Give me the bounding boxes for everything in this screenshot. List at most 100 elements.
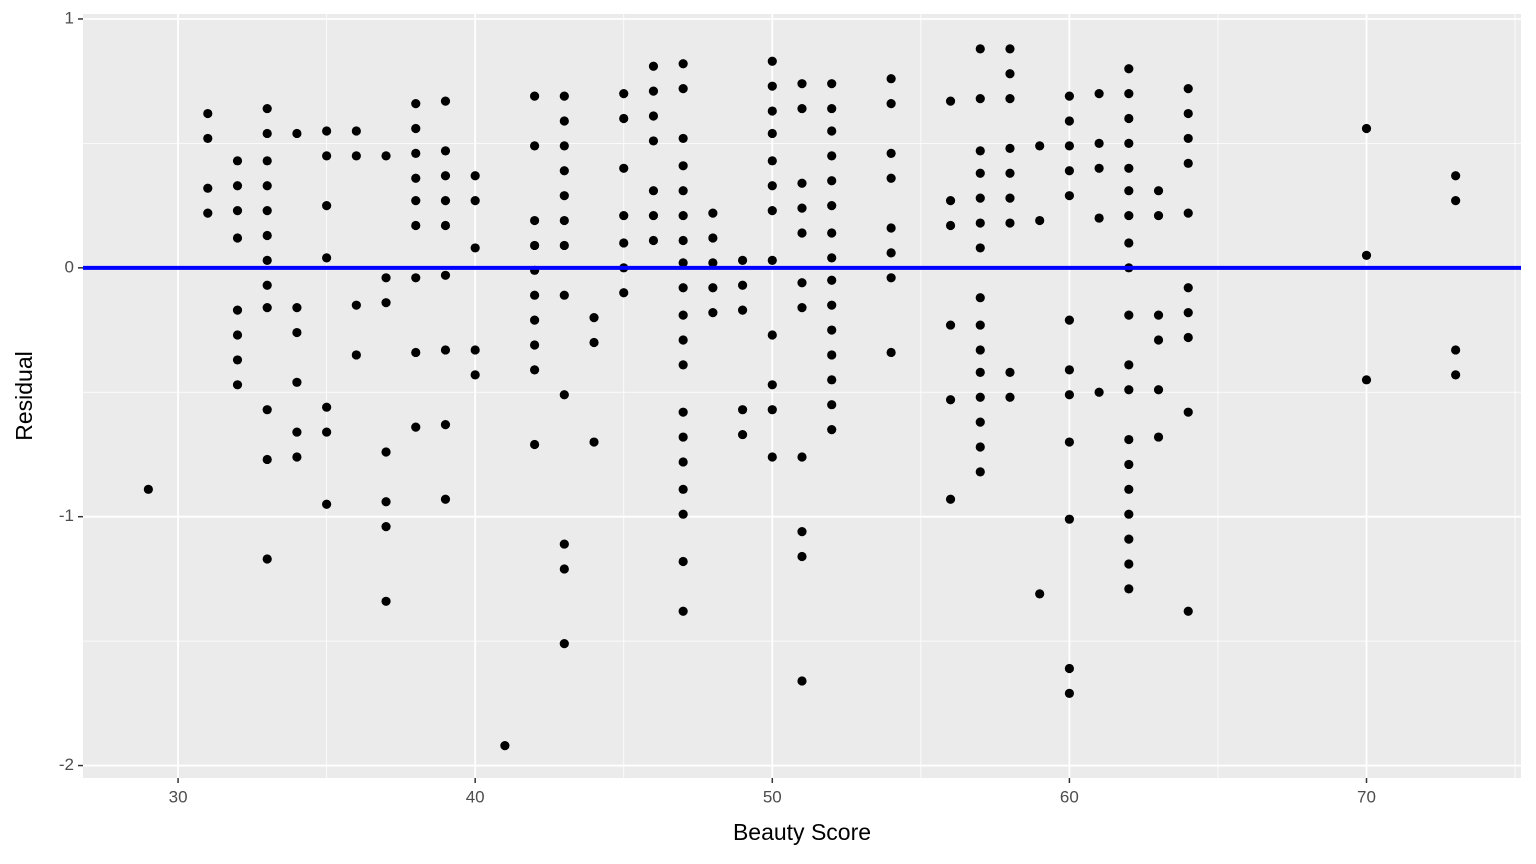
point <box>440 96 451 106</box>
point <box>767 330 777 340</box>
point <box>1153 210 1164 221</box>
point <box>767 156 777 166</box>
point <box>262 554 272 564</box>
point <box>232 181 243 191</box>
point <box>678 310 688 320</box>
point <box>1124 210 1134 221</box>
point <box>143 484 153 494</box>
point <box>411 123 421 134</box>
point <box>1005 69 1015 79</box>
point <box>1124 310 1134 320</box>
point <box>678 335 688 345</box>
point <box>945 320 956 330</box>
point <box>411 220 421 231</box>
point <box>767 255 777 265</box>
point <box>440 146 451 156</box>
point <box>708 308 718 318</box>
point <box>232 156 243 166</box>
point <box>619 210 629 221</box>
point <box>322 499 332 509</box>
point <box>827 79 837 89</box>
point <box>827 228 837 238</box>
point <box>530 315 540 325</box>
point <box>470 196 480 206</box>
point <box>1094 89 1104 99</box>
point <box>262 230 272 241</box>
point <box>1124 113 1134 124</box>
point <box>559 564 569 574</box>
point <box>262 255 272 265</box>
point <box>975 442 985 452</box>
point <box>827 253 837 263</box>
point <box>470 243 480 253</box>
point <box>440 220 451 231</box>
point <box>440 420 451 430</box>
point <box>262 205 272 216</box>
point <box>351 300 361 310</box>
point <box>292 327 302 338</box>
point <box>827 151 837 161</box>
point <box>1064 191 1074 201</box>
point <box>975 467 985 477</box>
point <box>559 290 569 300</box>
point <box>737 429 748 440</box>
point <box>322 151 332 161</box>
point <box>678 432 688 442</box>
point <box>440 270 451 280</box>
point <box>827 350 837 360</box>
point <box>1124 238 1134 248</box>
point <box>797 527 807 537</box>
point <box>500 741 510 751</box>
point <box>530 240 540 251</box>
point <box>559 116 569 126</box>
point <box>1153 385 1164 395</box>
point <box>1183 407 1193 417</box>
point <box>1124 484 1134 494</box>
point <box>827 201 837 211</box>
point <box>411 422 421 432</box>
point <box>559 240 569 251</box>
point <box>886 273 896 283</box>
point <box>975 392 985 402</box>
point <box>440 494 451 504</box>
point <box>678 556 688 567</box>
panel-background <box>83 14 1521 778</box>
point <box>619 89 629 99</box>
point <box>381 273 391 283</box>
point <box>411 196 421 206</box>
point <box>827 126 837 136</box>
point <box>827 300 837 310</box>
point <box>292 452 302 462</box>
point <box>530 141 540 151</box>
point <box>975 44 985 54</box>
point <box>1124 186 1134 196</box>
point <box>1153 335 1164 345</box>
point <box>262 280 272 290</box>
point <box>886 173 896 183</box>
point <box>1064 688 1074 698</box>
point <box>589 437 599 447</box>
point <box>232 330 243 340</box>
point <box>1124 360 1134 370</box>
y-tick-label: 0 <box>65 257 74 276</box>
point <box>678 84 688 94</box>
point <box>1361 375 1372 385</box>
point <box>945 395 956 405</box>
point <box>797 203 807 213</box>
point <box>530 439 540 450</box>
point <box>767 128 777 139</box>
point <box>975 367 985 377</box>
point <box>1005 44 1015 54</box>
point <box>203 133 213 144</box>
point <box>886 248 896 258</box>
x-tick-label: 50 <box>763 787 782 806</box>
point <box>1035 589 1045 599</box>
point <box>1183 332 1193 343</box>
point <box>1005 143 1015 153</box>
point <box>678 360 688 370</box>
point <box>232 355 243 365</box>
y-tick-label: -2 <box>59 755 74 774</box>
point <box>411 98 421 109</box>
point <box>351 151 361 161</box>
point <box>975 146 985 156</box>
